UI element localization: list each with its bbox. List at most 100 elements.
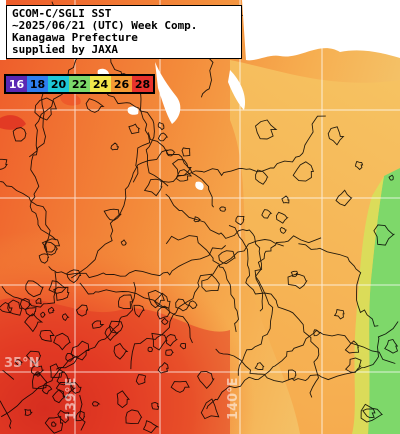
info-date: ~2025/06/21 (UTC) Week Comp. bbox=[12, 19, 198, 32]
eddy-contour bbox=[344, 340, 360, 354]
eddy-contour bbox=[75, 410, 86, 422]
info-box: GCOM-C/SGLI SST ~2025/06/21 (UTC) Week C… bbox=[6, 5, 242, 59]
eddy-contour bbox=[53, 332, 71, 351]
eddy-contour bbox=[55, 382, 77, 400]
eddy-contour bbox=[91, 401, 101, 407]
eddy-contour bbox=[108, 320, 124, 334]
warm-band bbox=[0, 297, 230, 434]
scale-cell-26: 26 bbox=[111, 76, 132, 92]
land-peninsula bbox=[228, 70, 246, 110]
scale-cell-24: 24 bbox=[90, 76, 111, 92]
isotherm-line bbox=[79, 282, 193, 344]
eddy-contour bbox=[166, 149, 176, 157]
eddy-contour bbox=[335, 189, 353, 207]
eddy-contour bbox=[157, 361, 169, 374]
eddy-contour bbox=[125, 409, 143, 425]
land-north-left bbox=[0, 0, 6, 60]
eddy-contour bbox=[254, 362, 265, 370]
eddy-contour bbox=[24, 313, 44, 333]
land-north bbox=[242, 0, 400, 61]
eddy-contour bbox=[34, 371, 41, 377]
eddy-contour bbox=[14, 359, 23, 366]
eddy-contour bbox=[200, 398, 220, 420]
red-spot-1 bbox=[0, 115, 26, 130]
eddy-contour bbox=[103, 208, 122, 221]
eddy-contour bbox=[75, 304, 89, 317]
eddy-contour bbox=[275, 211, 289, 224]
eddy-contour bbox=[157, 121, 165, 131]
isotherm-line bbox=[147, 132, 214, 208]
isotherm-line bbox=[71, 149, 168, 279]
eddy-contour bbox=[327, 126, 345, 146]
info-product: GCOM-C/SGLI SST bbox=[12, 7, 112, 20]
eddy-contour bbox=[120, 239, 128, 246]
isotherm-line bbox=[165, 235, 239, 332]
isotherm-line bbox=[0, 181, 51, 250]
eddy-contour bbox=[47, 306, 55, 314]
eddy-contour bbox=[201, 274, 220, 292]
land-bay bbox=[155, 62, 181, 124]
eddy-contour bbox=[151, 402, 160, 410]
eddy-contour bbox=[147, 289, 165, 309]
lat-label: 35°N bbox=[4, 356, 40, 371]
eddy-contour bbox=[41, 238, 61, 253]
scale-cell-16: 16 bbox=[6, 76, 27, 92]
eddy-contour bbox=[61, 313, 70, 321]
scale-cell-28: 28 bbox=[132, 76, 153, 92]
eddy-contour bbox=[70, 382, 82, 394]
isotherm-line bbox=[96, 87, 169, 187]
eddy-contour bbox=[41, 384, 53, 395]
eddy-contour bbox=[70, 340, 90, 361]
eddy-contour bbox=[19, 297, 32, 311]
eddy-contour bbox=[91, 320, 105, 329]
eddy-contour bbox=[188, 300, 198, 310]
eddy-contour bbox=[165, 334, 178, 347]
eddy-contour bbox=[35, 298, 42, 305]
lon-label-left: 139°E bbox=[64, 377, 79, 420]
eddy-contour bbox=[219, 206, 227, 212]
isotherm-line bbox=[298, 243, 379, 327]
eddy-contour bbox=[175, 298, 190, 312]
isotherm-line bbox=[165, 193, 264, 312]
eddy-contour bbox=[48, 280, 68, 294]
eddy-contour bbox=[85, 98, 105, 113]
eddy-contour bbox=[179, 342, 187, 350]
eddy-contour bbox=[175, 169, 193, 182]
info-region: Kanagawa Prefecture bbox=[12, 31, 138, 44]
eddy-contour bbox=[43, 241, 59, 256]
eddy-contour bbox=[142, 420, 160, 434]
lon-label-right: 140°E bbox=[226, 377, 241, 420]
eddy-contour bbox=[235, 215, 245, 226]
eddy-contour bbox=[165, 349, 174, 356]
isotherm-line bbox=[237, 235, 322, 376]
eddy-contour bbox=[362, 408, 376, 419]
scale-cell-18: 18 bbox=[27, 76, 48, 92]
isotherm-line bbox=[2, 369, 15, 380]
eddy-contour bbox=[57, 409, 70, 424]
eddy-contour bbox=[279, 226, 287, 234]
eddy-contour bbox=[355, 160, 364, 171]
eddy-contour bbox=[147, 346, 154, 353]
eddy-contour bbox=[117, 294, 134, 310]
eddy-contour bbox=[116, 390, 130, 409]
eddy-contour bbox=[113, 342, 129, 360]
eddy-contour bbox=[133, 304, 145, 318]
eddy-contour bbox=[384, 338, 399, 354]
eddy-contour bbox=[255, 169, 269, 185]
isotherm-line bbox=[215, 321, 399, 383]
scale-cell-20: 20 bbox=[48, 76, 69, 92]
eddy-contour bbox=[39, 329, 55, 342]
eddy-contour bbox=[171, 159, 192, 176]
eddy-contour bbox=[53, 286, 70, 301]
eddy-contour bbox=[66, 269, 82, 284]
eddy-contour bbox=[34, 97, 57, 121]
eddy-contour bbox=[281, 195, 290, 204]
eddy-contour bbox=[30, 365, 45, 375]
eddy-contour bbox=[290, 270, 299, 278]
eddy-contour bbox=[135, 374, 147, 385]
isotherm-line bbox=[110, 57, 151, 183]
eddy-contour bbox=[157, 305, 171, 320]
eddy-contour bbox=[193, 216, 202, 223]
eddy-contour bbox=[38, 253, 50, 264]
